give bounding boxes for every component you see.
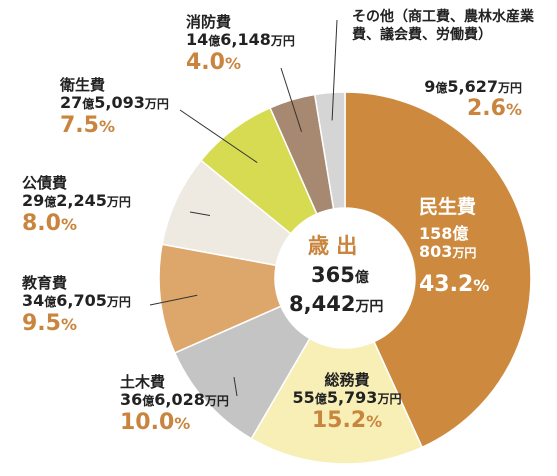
slice-amount-soumu-oku-unit: 億 xyxy=(314,392,327,407)
slice-amount-eisei-oku: 27 xyxy=(60,93,83,113)
slice-amount-kyouiku-oku-unit: 億 xyxy=(44,295,57,310)
slice-amount-eisei-man: 5,093 xyxy=(94,93,145,113)
slice-amount-soumu: 55億5,793万円 xyxy=(282,389,412,407)
slice-amount-shoubou: 14億6,148万円 xyxy=(186,31,295,49)
slice-percent-doboku-value: 10.0 xyxy=(120,409,175,435)
slice-amount-doboku-man-unit: 万円 xyxy=(204,394,229,409)
slice-amount-doboku-oku-unit: 億 xyxy=(142,394,155,409)
slice-label-minsei: 民生費 158億 803万円 43.2% xyxy=(419,196,489,297)
slice-amount-shoubou-man-unit: 万円 xyxy=(270,34,295,49)
slice-percent-kousai-unit: % xyxy=(60,214,78,234)
leader-line xyxy=(149,294,198,306)
center-title: 歳 出 xyxy=(308,234,358,258)
slice-percent-shoubou-unit: % xyxy=(224,53,242,73)
slice-amount-eisei-oku-unit: 億 xyxy=(82,97,95,112)
slice-amount-minsei-man-value: 803 xyxy=(419,242,453,262)
slice-percent-soumu-value: 15.2 xyxy=(311,407,367,433)
slice-amount-kousai: 29億2,245万円 xyxy=(22,192,131,210)
slice-percent-eisei: 7.5% xyxy=(60,113,169,138)
slice-amount-sonota-oku-unit: 億 xyxy=(435,81,448,95)
slice-label-eisei: 衛生費 27億5,093万円 7.5% xyxy=(60,76,169,138)
slice-percent-sonota-value: 2.6 xyxy=(466,96,506,122)
slice-amount-kousai-man: 2,245 xyxy=(56,191,107,211)
slice-name-kyouiku: 教育費 xyxy=(22,274,68,292)
leader-line xyxy=(179,109,258,163)
slice-percent-sonota: 2.6% xyxy=(392,96,522,121)
slice-label-kousai: 公債費 29億2,245万円 8.0% xyxy=(22,174,131,236)
slice-amount-eisei-man-unit: 万円 xyxy=(144,97,169,112)
slice-label-doboku: 土木費 36億6,028万円 10.0% xyxy=(120,373,229,435)
slice-amount-soumu-oku: 55 xyxy=(292,388,315,408)
slice-percent-soumu-unit: % xyxy=(366,411,383,431)
slice-percent-shoubou-value: 4.0 xyxy=(186,49,225,75)
leader-line xyxy=(233,377,238,397)
slice-percent-sonota-unit: % xyxy=(505,100,522,120)
slice-percent-soumu: 15.2% xyxy=(282,408,412,433)
slice-amount-kyouiku-man-unit: 万円 xyxy=(106,295,131,310)
slice-percent-kyouiku: 9.5% xyxy=(22,311,131,336)
center-amount-oku-value: 365 xyxy=(311,263,355,287)
slice-percent-minsei-value: 43.2 xyxy=(419,271,474,297)
slice-percent-kyouiku-value: 9.5 xyxy=(22,310,61,336)
slice-label-sonota: 9億5,627万円 2.6% xyxy=(392,77,522,122)
slice-amount-doboku-oku: 36 xyxy=(120,390,143,410)
slice-amount-kousai-oku-unit: 億 xyxy=(44,195,57,210)
slice-percent-doboku-unit: % xyxy=(174,413,191,433)
slice-amount-soumu-man: 5,793 xyxy=(326,388,378,408)
slice-amount-kousai-oku: 29 xyxy=(22,191,45,211)
slice-name-doboku: 土木費 xyxy=(120,373,166,391)
slice-percent-doboku: 10.0% xyxy=(120,410,229,435)
slice-name-shoubou: 消防費 xyxy=(186,13,232,31)
slice-name-minsei: 民生費 xyxy=(419,196,477,218)
slice-name-sonota: その他（商工費、農林水産業費、議会費、労働費） xyxy=(352,9,534,44)
slice-label-kyouiku: 教育費 34億6,705万円 9.5% xyxy=(22,274,131,336)
slice-amount-sonota-man-unit: 万円 xyxy=(497,81,522,95)
slice-percent-eisei-unit: % xyxy=(98,116,116,136)
slice-percent-minsei: 43.2% xyxy=(419,272,489,297)
slice-label-soumu: 総務費 55億5,793万円 15.2% xyxy=(282,371,412,433)
slice-amount-minsei-oku-unit: 億 xyxy=(452,223,469,243)
slice-percent-eisei-value: 7.5 xyxy=(60,112,99,138)
slice-name-kousai: 公債費 xyxy=(22,174,68,192)
leader-line xyxy=(189,211,211,216)
leader-line xyxy=(280,67,303,132)
slice-percent-kyouiku-unit: % xyxy=(60,314,78,334)
slice-percent-kousai-value: 8.0 xyxy=(22,210,61,236)
slice-amount-shoubou-man: 6,148 xyxy=(220,30,271,50)
slice-percent-minsei-unit: % xyxy=(473,275,490,295)
slice-amount-kyouiku-man: 6,705 xyxy=(56,291,107,311)
slice-label-shoubou: 消防費 14億6,148万円 4.0% xyxy=(186,13,295,75)
slice-name-eisei: 衛生費 xyxy=(60,76,106,94)
slice-amount-shoubou-oku-unit: 億 xyxy=(208,34,221,49)
slice-amount-doboku: 36億6,028万円 xyxy=(120,391,229,409)
center-amount-man-value: 8,442 xyxy=(289,292,356,316)
center-amount-oku: 365億 xyxy=(311,263,369,287)
leader-line xyxy=(331,19,338,121)
slice-amount-minsei-oku: 158億 xyxy=(419,223,489,243)
slice-amount-kyouiku-oku: 34 xyxy=(22,291,45,311)
slice-amount-sonota: 9億5,627万円 xyxy=(392,77,522,96)
slice-amount-kousai-man-unit: 万円 xyxy=(106,195,131,210)
slice-amount-sonota-oku: 9 xyxy=(424,77,436,96)
slice-amount-minsei-oku-value: 158 xyxy=(419,223,453,243)
slice-amount-kyouiku: 34億6,705万円 xyxy=(22,292,131,310)
slice-amount-doboku-man: 6,028 xyxy=(154,390,205,410)
center-amount-oku-unit: 億 xyxy=(354,270,369,286)
slice-amount-sonota-man: 5,627 xyxy=(447,77,498,96)
center-amount-man: 8,442万円 xyxy=(289,292,383,316)
slice-percent-kousai: 8.0% xyxy=(22,211,131,236)
slice-percent-shoubou: 4.0% xyxy=(186,50,295,75)
slice-amount-shoubou-oku: 14 xyxy=(186,30,209,50)
center-disc xyxy=(275,208,415,348)
slice-name-soumu: 総務費 xyxy=(324,371,370,389)
slice-amount-minsei-man: 803万円 xyxy=(419,243,489,261)
center-amount-man-unit: 万円 xyxy=(355,299,384,315)
slice-amount-minsei-man-unit: 万円 xyxy=(452,246,477,261)
slice-amount-eisei: 27億5,093万円 xyxy=(60,94,169,112)
slice-amount-soumu-man-unit: 万円 xyxy=(377,392,402,407)
